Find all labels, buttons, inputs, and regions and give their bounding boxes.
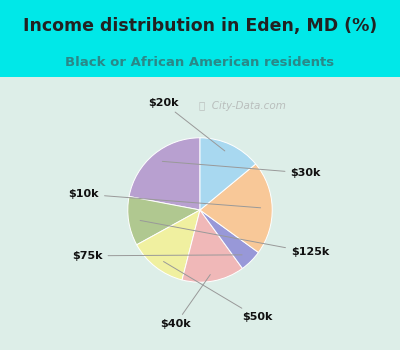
Text: $50k: $50k xyxy=(164,261,272,322)
Wedge shape xyxy=(200,164,272,252)
Wedge shape xyxy=(200,138,256,210)
Wedge shape xyxy=(129,138,200,210)
Wedge shape xyxy=(200,210,258,268)
Text: $40k: $40k xyxy=(160,274,210,329)
Wedge shape xyxy=(137,210,200,280)
Text: $20k: $20k xyxy=(148,98,225,151)
Text: ⓘ  City-Data.com: ⓘ City-Data.com xyxy=(199,101,286,111)
Text: $125k: $125k xyxy=(140,220,329,257)
Text: Income distribution in Eden, MD (%): Income distribution in Eden, MD (%) xyxy=(23,17,377,35)
Text: $30k: $30k xyxy=(162,161,321,178)
Wedge shape xyxy=(182,210,242,282)
Text: $10k: $10k xyxy=(68,189,261,208)
Wedge shape xyxy=(128,196,200,245)
Text: Black or African American residents: Black or African American residents xyxy=(66,56,334,69)
Text: $75k: $75k xyxy=(72,251,242,261)
